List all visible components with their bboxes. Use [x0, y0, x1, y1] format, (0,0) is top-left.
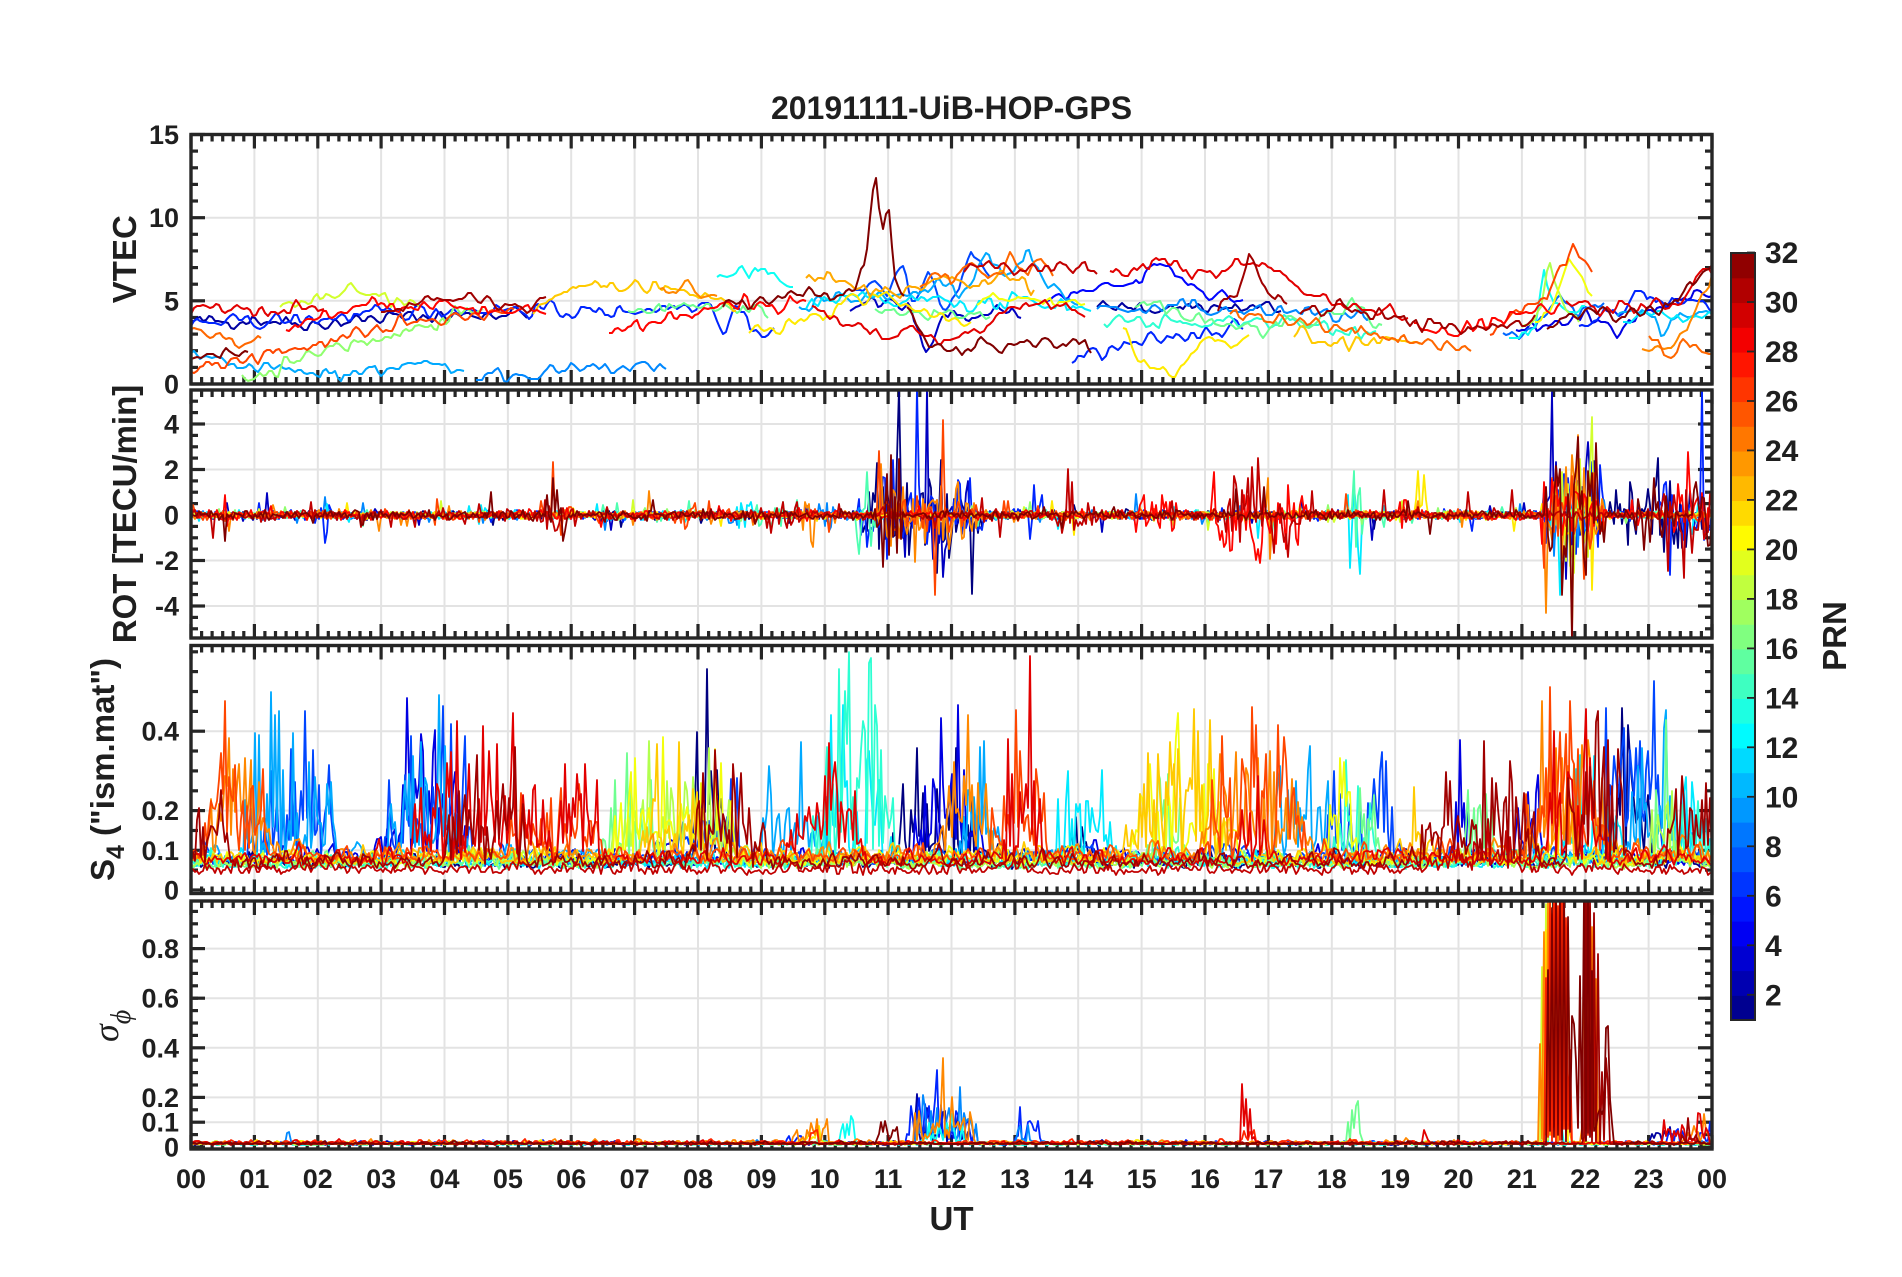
- svg-text:17: 17: [1253, 1164, 1283, 1194]
- svg-text:13: 13: [1000, 1164, 1030, 1194]
- svg-text:0: 0: [164, 501, 179, 531]
- svg-text:UT: UT: [930, 1200, 974, 1237]
- svg-text:08: 08: [683, 1164, 713, 1194]
- svg-text:01: 01: [239, 1164, 269, 1194]
- svg-text:04: 04: [429, 1164, 459, 1194]
- svg-text:0.1: 0.1: [141, 836, 179, 866]
- svg-text:06: 06: [556, 1164, 586, 1194]
- svg-text:0.4: 0.4: [141, 717, 179, 747]
- svg-text:-2: -2: [155, 546, 179, 576]
- svg-text:12: 12: [936, 1164, 966, 1194]
- svg-text:ROT [TECU/min]: ROT [TECU/min]: [106, 385, 143, 643]
- svg-text:22: 22: [1570, 1164, 1600, 1194]
- svg-text:0: 0: [164, 876, 179, 906]
- svg-text:15: 15: [1127, 1164, 1157, 1194]
- svg-text:23: 23: [1634, 1164, 1664, 1194]
- svg-text:16: 16: [1765, 633, 1798, 666]
- svg-text:12: 12: [1765, 732, 1798, 765]
- svg-text:22: 22: [1765, 484, 1798, 517]
- svg-text:0.8: 0.8: [141, 934, 179, 964]
- svg-text:PRN: PRN: [1816, 601, 1853, 671]
- svg-text:8: 8: [1765, 831, 1782, 864]
- svg-text:0: 0: [164, 1133, 179, 1163]
- svg-text:5: 5: [164, 286, 179, 316]
- svg-text:09: 09: [746, 1164, 776, 1194]
- svg-text:15: 15: [149, 120, 179, 150]
- svg-text:30: 30: [1765, 287, 1798, 320]
- svg-text:21: 21: [1507, 1164, 1537, 1194]
- svg-text:26: 26: [1765, 386, 1798, 419]
- svg-text:18: 18: [1317, 1164, 1347, 1194]
- svg-text:10: 10: [149, 203, 179, 233]
- svg-text:02: 02: [303, 1164, 333, 1194]
- svg-text:24: 24: [1765, 435, 1799, 468]
- svg-text:-4: -4: [155, 592, 179, 622]
- svg-text:05: 05: [493, 1164, 523, 1194]
- svg-text:6: 6: [1765, 880, 1782, 913]
- svg-text:19: 19: [1380, 1164, 1410, 1194]
- svg-text:2: 2: [164, 455, 179, 485]
- svg-text:14: 14: [1063, 1164, 1093, 1194]
- svg-text:00: 00: [1697, 1164, 1727, 1194]
- svg-text:32: 32: [1765, 237, 1798, 270]
- svg-text:10: 10: [1765, 781, 1798, 814]
- svg-text:4: 4: [1765, 930, 1782, 963]
- svg-text:2: 2: [1765, 979, 1782, 1012]
- svg-text:0.1: 0.1: [141, 1108, 179, 1138]
- svg-text:20191111-UiB-HOP-GPS: 20191111-UiB-HOP-GPS: [771, 90, 1132, 126]
- svg-text:14: 14: [1765, 682, 1799, 715]
- svg-text:0: 0: [164, 370, 179, 400]
- svg-text:0.2: 0.2: [141, 796, 179, 826]
- svg-text:28: 28: [1765, 336, 1798, 369]
- svg-text:11: 11: [874, 1164, 903, 1194]
- svg-text:16: 16: [1190, 1164, 1220, 1194]
- svg-text:20: 20: [1443, 1164, 1473, 1194]
- svg-text:20: 20: [1765, 534, 1798, 567]
- svg-text:10: 10: [810, 1164, 840, 1194]
- svg-text:00: 00: [176, 1164, 206, 1194]
- svg-text:4: 4: [164, 410, 179, 440]
- svg-text:07: 07: [620, 1164, 650, 1194]
- svg-text:18: 18: [1765, 583, 1798, 616]
- svg-text:0.4: 0.4: [141, 1033, 179, 1063]
- svg-text:03: 03: [366, 1164, 396, 1194]
- svg-text:VTEC: VTEC: [106, 215, 143, 303]
- svg-text:0.2: 0.2: [141, 1083, 179, 1113]
- svg-text:0.6: 0.6: [141, 984, 179, 1014]
